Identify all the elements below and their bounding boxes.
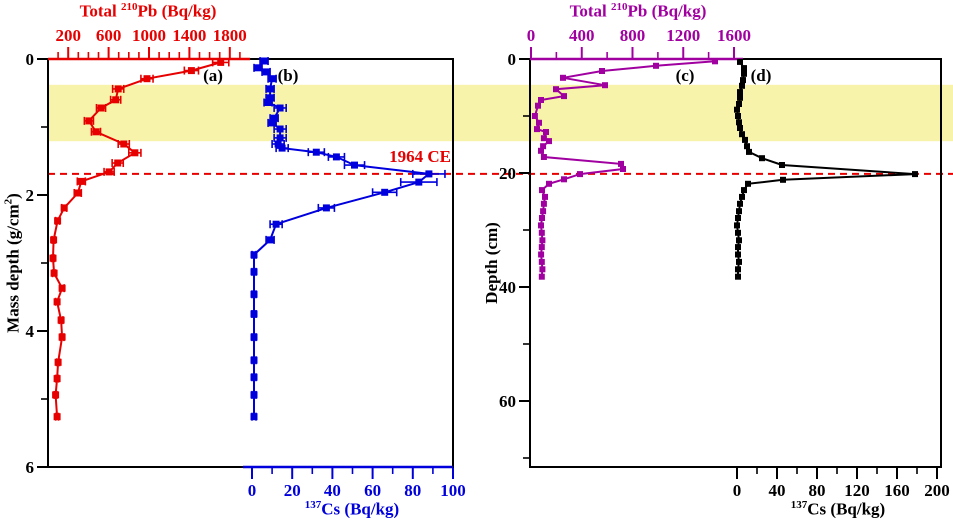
stratigraphic-band	[48, 84, 953, 142]
series-total-pb210-vs-mass-depth	[49, 58, 230, 421]
right-top-axis-title: Total 210Pb (Bq/kg)	[569, 1, 707, 21]
svg-text:40: 40	[769, 481, 786, 500]
svg-text:80: 80	[404, 481, 421, 500]
left-y-axis-title: Mass depth (g/cm2)	[2, 193, 23, 333]
svg-text:0: 0	[527, 26, 536, 45]
right-bottom-axis-title: 137Cs (Bq/kg)	[790, 499, 886, 519]
svg-text:0: 0	[248, 481, 257, 500]
svg-text:6: 6	[26, 458, 35, 477]
svg-text:200: 200	[55, 26, 81, 45]
right-y-axis-ticks: 0 20 40 60	[499, 50, 529, 459]
svg-text:200: 200	[924, 481, 950, 500]
svg-text:400: 400	[569, 26, 595, 45]
svg-text:80: 80	[809, 481, 826, 500]
svg-text:20: 20	[499, 164, 516, 183]
svg-text:1200: 1200	[666, 26, 700, 45]
svg-text:20: 20	[284, 481, 301, 500]
panel-label-b: (b)	[277, 66, 299, 85]
svg-text:4: 4	[26, 322, 35, 341]
series-cs137-vs-depth	[734, 58, 918, 280]
left-bottom-axis-title: 137Cs (Bq/kg)	[304, 499, 400, 519]
svg-text:0: 0	[733, 481, 742, 500]
svg-text:2: 2	[26, 186, 35, 205]
panel-label-a: (a)	[203, 66, 223, 85]
svg-text:1000: 1000	[132, 26, 166, 45]
svg-text:1400: 1400	[172, 26, 206, 45]
svg-text:40: 40	[324, 481, 341, 500]
left-top-axis-ticks: 200 600 1000 1400 1800	[55, 26, 247, 58]
svg-text:1800: 1800	[213, 26, 247, 45]
era-1964-label: 1964 CE	[389, 147, 451, 166]
series-cs137-vs-mass-depth	[250, 57, 446, 421]
svg-text:60: 60	[499, 392, 516, 411]
right-top-axis-ticks: 0 400 800 1200 1600	[527, 26, 751, 58]
left-top-axis-title: Total 210Pb (Bq/kg)	[79, 1, 217, 21]
svg-text:1600: 1600	[717, 26, 751, 45]
panel-label-d: (d)	[750, 66, 772, 85]
svg-text:160: 160	[884, 481, 910, 500]
panel-label-c: (c)	[675, 66, 695, 85]
svg-text:100: 100	[440, 481, 466, 500]
left-y-axis-ticks: 0 2 4 6	[26, 50, 47, 477]
right-y-axis-title: Depth (cm)	[482, 222, 501, 304]
svg-text:60: 60	[364, 481, 381, 500]
svg-text:40: 40	[499, 278, 516, 297]
svg-text:0: 0	[508, 50, 517, 69]
svg-text:0: 0	[26, 50, 35, 69]
right-bottom-axis-ticks: 0 40 80 120 160 200	[733, 468, 950, 500]
series-total-pb210-vs-depth	[531, 58, 718, 280]
svg-text:800: 800	[620, 26, 646, 45]
svg-text:600: 600	[96, 26, 122, 45]
left-bottom-axis-ticks: 0 20 40 60 80 100	[248, 468, 466, 500]
svg-text:120: 120	[844, 481, 870, 500]
